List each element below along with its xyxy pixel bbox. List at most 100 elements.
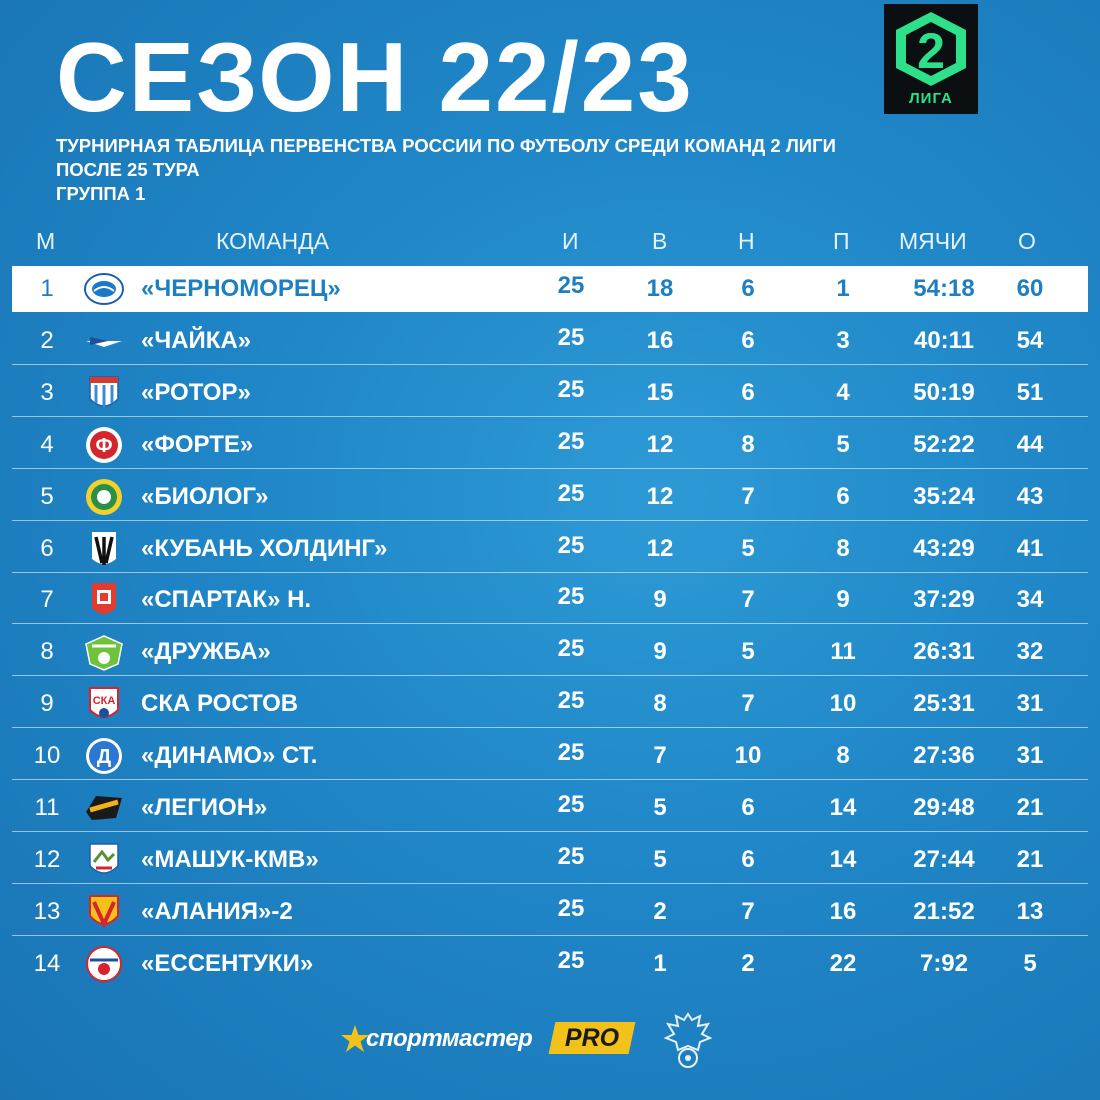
col-header-goals: МЯЧИ: [899, 228, 967, 254]
played-cell: 25: [557, 375, 585, 403]
points-cell: 31: [1016, 742, 1044, 770]
table-row: 2 «ЧАЙКА» 25 16 6 3 40:11 54: [0, 318, 1100, 365]
col-header-won: В: [652, 228, 668, 254]
drawn-cell: 7: [741, 586, 755, 614]
subtitle-line: ГРУППА 1: [56, 183, 146, 204]
row-divider: [12, 831, 1088, 832]
drawn-cell: 6: [741, 845, 755, 873]
rfs-eagle-emblem-icon: [663, 1012, 713, 1068]
row-divider: [12, 467, 1088, 469]
points-cell: 13: [1016, 897, 1044, 925]
team-name: «РОТОР»: [141, 378, 251, 406]
col-header-team: КОМАНДА: [216, 228, 330, 254]
spartak-crest-icon: [92, 583, 116, 615]
col-header-played: И: [562, 228, 579, 254]
points-cell: 5: [1023, 949, 1037, 977]
league-logo-icon: 2: [896, 12, 966, 86]
position-cell: 4: [40, 430, 54, 458]
sponsor-pro-badge: PRO: [548, 1022, 636, 1054]
position-cell: 11: [34, 794, 60, 821]
table-row: 11 «ЛЕГИОН» 25 5 6 14 29:48 21: [0, 785, 1100, 832]
highlight-band: [12, 266, 1088, 312]
table-row: 7 «СПАРТАК» Н. 25 9 7 9 37:29 34: [0, 577, 1100, 625]
subtitle: ТУРНИРНАЯ ТАБЛИЦА ПЕРВЕНСТВА РОССИИ ПО Ф…: [56, 134, 836, 206]
table-row: 10 Д «ДИНАМО» СТ. 25 7 10 8 27:36 31: [0, 733, 1100, 781]
table-header: М КОМАНДА И В Н П МЯЧИ О: [0, 228, 1100, 258]
won-cell: 9: [653, 638, 667, 666]
played-cell: 25: [557, 842, 585, 870]
position-cell: 6: [40, 534, 54, 562]
team-name: «МАШУК-КМВ»: [141, 845, 319, 873]
team-name: «ДИНАМО» СТ.: [141, 742, 318, 770]
table-row: 12 «МАШУК-КМВ» 25 5 6 14 27:44 21: [0, 837, 1100, 884]
team-name: «ЧЕРНОМОРЕЦ»: [141, 275, 341, 302]
goals-cell: 40:11: [913, 326, 975, 354]
position-cell: 9: [40, 690, 54, 718]
table-row: 6 «КУБАНЬ ХОЛДИНГ» 25 12 5 8 43:29 41: [0, 526, 1100, 573]
row-divider: [12, 934, 1088, 936]
goals-cell: 27:44: [913, 845, 975, 873]
points-cell: 44: [1016, 430, 1044, 458]
row-divider: [12, 882, 1088, 884]
won-cell: 2: [653, 897, 667, 925]
sponsor-star-icon: [341, 1025, 369, 1052]
played-cell: 25: [557, 531, 585, 559]
table-row: 9 СКА СКА РОСТОВ 25 8 7 10 25:31 31: [0, 681, 1100, 729]
drawn-cell: 7: [741, 897, 755, 925]
lost-cell: 14: [829, 794, 857, 821]
kuban-holding-crest-icon: [92, 531, 116, 565]
drawn-cell: 8: [741, 430, 755, 458]
logo-word: ЛИГА: [909, 90, 953, 107]
lost-cell: 8: [836, 534, 850, 562]
drawn-cell: 5: [741, 638, 755, 666]
points-cell: 21: [1016, 794, 1044, 821]
played-cell: 25: [557, 687, 585, 715]
lost-cell: 3: [836, 326, 850, 354]
lost-cell: 1: [836, 275, 850, 302]
won-cell: 15: [646, 378, 674, 406]
position-cell: 13: [33, 897, 61, 925]
col-header-points: О: [1018, 228, 1036, 254]
played-cell: 25: [557, 323, 585, 351]
lost-cell: 9: [836, 586, 850, 614]
goals-cell: 26:31: [913, 638, 975, 666]
drawn-cell: 7: [741, 482, 755, 510]
subtitle-line: ПОСЛЕ 25 ТУРА: [56, 159, 200, 180]
points-cell: 21: [1016, 845, 1044, 873]
position-cell: 2: [40, 326, 54, 354]
mashuk-crest-icon: [89, 843, 119, 874]
ska-rostov-crest-icon: СКА: [89, 687, 119, 719]
page-title: СЕЗОН 22/23: [56, 22, 694, 132]
drawn-cell: 6: [741, 378, 755, 406]
lost-cell: 4: [836, 378, 850, 406]
table-row: 3 «РОТОР» 25 15 6 4 50:19 51: [0, 370, 1100, 417]
row-divider: [12, 519, 1088, 521]
row-divider: [12, 623, 1088, 625]
goals-cell: 52:22: [913, 430, 975, 458]
sponsor-logo: спортмастер PRO: [340, 1022, 640, 1056]
goals-cell: 27:36: [913, 742, 975, 770]
won-cell: 7: [653, 742, 667, 770]
sponsor-pro-label: PRO: [564, 1024, 620, 1052]
chernomorets-crest-icon: [84, 273, 124, 305]
lost-cell: 16: [829, 897, 857, 925]
goals-cell: 21:52: [913, 897, 975, 925]
logo-number: 2: [917, 23, 945, 79]
essentuki-crest-icon: [86, 945, 122, 982]
lost-cell: 22: [829, 949, 857, 977]
goals-cell: 25:31: [913, 690, 975, 718]
played-cell: 25: [557, 583, 585, 611]
won-cell: 12: [646, 430, 674, 458]
lost-cell: 10: [829, 690, 857, 718]
points-cell: 34: [1016, 586, 1044, 614]
team-name: «АЛАНИЯ»-2: [141, 897, 293, 925]
goals-cell: 29:48: [913, 794, 975, 821]
sponsor-name: спортмастер: [366, 1025, 533, 1052]
goals-cell: 7:92: [919, 949, 969, 977]
won-cell: 1: [653, 949, 667, 977]
svg-text:СКА: СКА: [93, 695, 116, 707]
played-cell: 25: [557, 635, 585, 663]
played-cell: 25: [557, 739, 585, 767]
row-divider: [12, 675, 1088, 677]
dinamo-crest-icon: Д: [86, 738, 122, 775]
